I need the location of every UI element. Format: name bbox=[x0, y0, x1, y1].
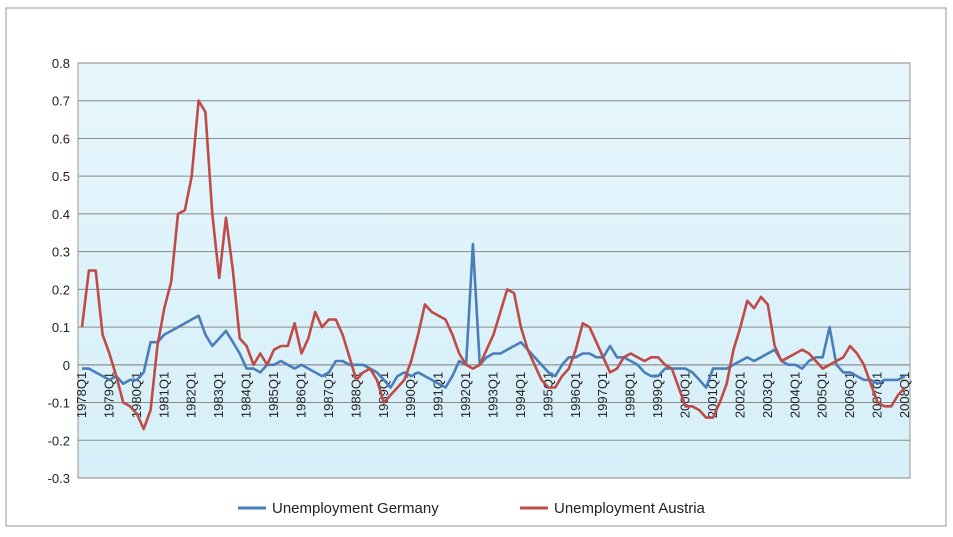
x-tick-label: 1995Q1 bbox=[540, 372, 555, 418]
x-tick-label: 1985Q1 bbox=[266, 372, 281, 418]
x-tick-label: 1982Q1 bbox=[184, 372, 199, 418]
x-tick-label: 2006Q1 bbox=[842, 372, 857, 418]
x-tick-label: 2001Q1 bbox=[705, 372, 720, 418]
x-tick-label: 1986Q1 bbox=[293, 372, 308, 418]
y-tick-label: 0 bbox=[63, 358, 70, 373]
y-tick-label: 0.1 bbox=[52, 320, 70, 335]
x-tick-label: 1978Q1 bbox=[74, 372, 89, 418]
series-line bbox=[82, 242, 906, 389]
legend-label: Unemployment Germany bbox=[272, 500, 439, 517]
x-axis-labels: 1978Q1 1979Q1 1980Q1 1981Q1 1982Q1 1983Q1 1984… bbox=[74, 372, 912, 418]
x-tick-label: 1991Q1 bbox=[431, 372, 446, 418]
legend-label: Unemployment Austria bbox=[554, 500, 706, 517]
x-tick-label: 1984Q1 bbox=[239, 372, 254, 418]
x-tick-label: 1990Q1 bbox=[403, 372, 418, 418]
lines bbox=[80, 99, 906, 431]
grid: -0.3 -0.2 -0.1 0 0.1 0.2 0.3 0.4 0.5 0.6 0.7 0.8 bbox=[48, 56, 910, 486]
y-tick-label: 0.7 bbox=[52, 94, 70, 109]
x-tick-label: 1981Q1 bbox=[156, 372, 171, 418]
series-line bbox=[80, 99, 906, 431]
x-tick-label: 1983Q1 bbox=[211, 372, 226, 418]
y-tick-label: 0.3 bbox=[52, 245, 70, 260]
x-tick-label: 2002Q1 bbox=[732, 372, 747, 418]
x-tick-label: 2003Q1 bbox=[760, 372, 775, 418]
x-tick-label: 1999Q1 bbox=[650, 372, 665, 418]
plot-area bbox=[77, 62, 911, 479]
y-tick-label: 0.4 bbox=[52, 207, 70, 222]
x-tick-label: 1994Q1 bbox=[513, 372, 528, 418]
x-tick-label: 1987Q1 bbox=[321, 372, 336, 418]
y-tick-label: 0.5 bbox=[52, 169, 70, 184]
x-tick-label: 1980Q1 bbox=[129, 372, 144, 418]
legend: Unemployment Germany Unemployment Austria bbox=[238, 500, 706, 517]
y-tick-label: 0.2 bbox=[52, 282, 70, 297]
x-tick-label: 2000Q1 bbox=[678, 372, 693, 418]
y-tick-label: 0.6 bbox=[52, 131, 70, 146]
x-tick-label: 1979Q1 bbox=[101, 372, 116, 418]
x-tick-label: 2007Q1 bbox=[870, 372, 885, 418]
x-tick-label: 2005Q1 bbox=[815, 372, 830, 418]
y-tick-label: -0.2 bbox=[48, 433, 70, 448]
x-tick-label: 2008Q1 bbox=[897, 372, 912, 418]
y-tick-label: -0.3 bbox=[48, 471, 70, 486]
x-tick-label: 1997Q1 bbox=[595, 372, 610, 418]
x-tick-label: 1998Q1 bbox=[623, 372, 638, 418]
x-tick-label: 1988Q1 bbox=[348, 372, 363, 418]
x-tick-label: 1993Q1 bbox=[486, 372, 501, 418]
x-tick-label: 2004Q1 bbox=[787, 372, 802, 418]
x-tick-label: 1992Q1 bbox=[458, 372, 473, 418]
y-tick-label: -0.1 bbox=[48, 396, 70, 411]
x-tick-label: 1996Q1 bbox=[568, 372, 583, 418]
y-tick-label: 0.8 bbox=[52, 56, 70, 71]
